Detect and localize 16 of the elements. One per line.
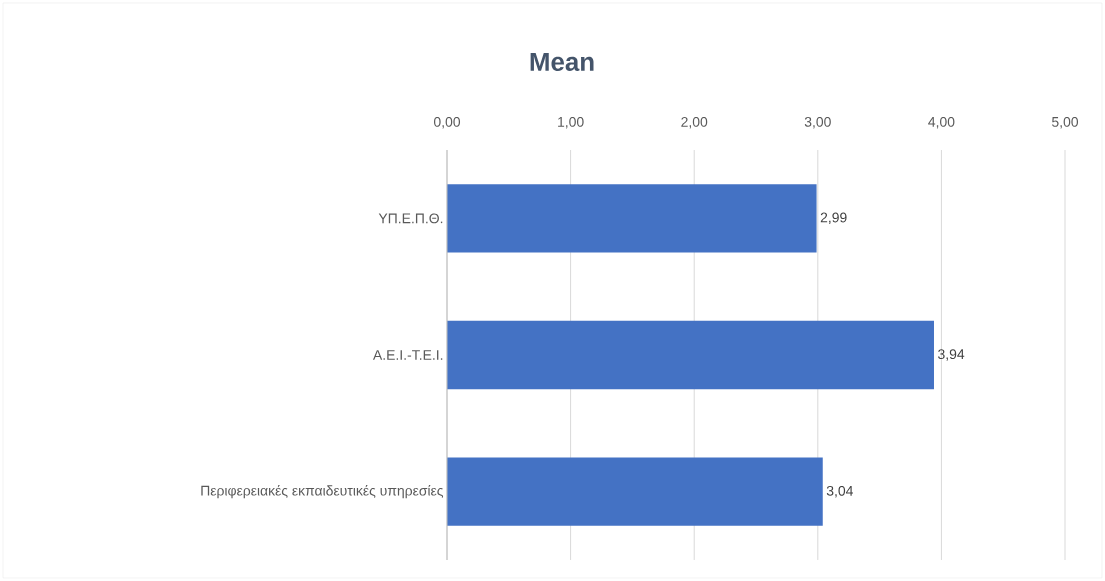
x-tick-label: 2,00 <box>681 116 708 129</box>
data-label: 2,99 <box>820 212 847 225</box>
y-tick-label: Α.Ε.Ι.-Τ.Ε.Ι. <box>372 350 443 360</box>
x-tick-label: 4,00 <box>928 116 955 129</box>
data-label: 3,94 <box>938 349 965 361</box>
x-tick-label: 0,00 <box>433 116 461 129</box>
x-tick-label: 3,00 <box>804 116 831 129</box>
chart-title: Mean <box>530 52 594 72</box>
bar <box>447 184 817 253</box>
y-tick-label: Περιφερειακές εκπαιδευτικές υπηρεσίες <box>201 484 444 499</box>
bar <box>447 457 823 526</box>
x-tick-label: 1,00 <box>558 116 584 129</box>
bar <box>447 320 934 390</box>
x-tick-label: 5,00 <box>1052 116 1079 129</box>
y-tick-label: ΥΠ.Ε.Π.Θ. <box>378 213 443 224</box>
data-label: 3,04 <box>826 485 853 498</box>
